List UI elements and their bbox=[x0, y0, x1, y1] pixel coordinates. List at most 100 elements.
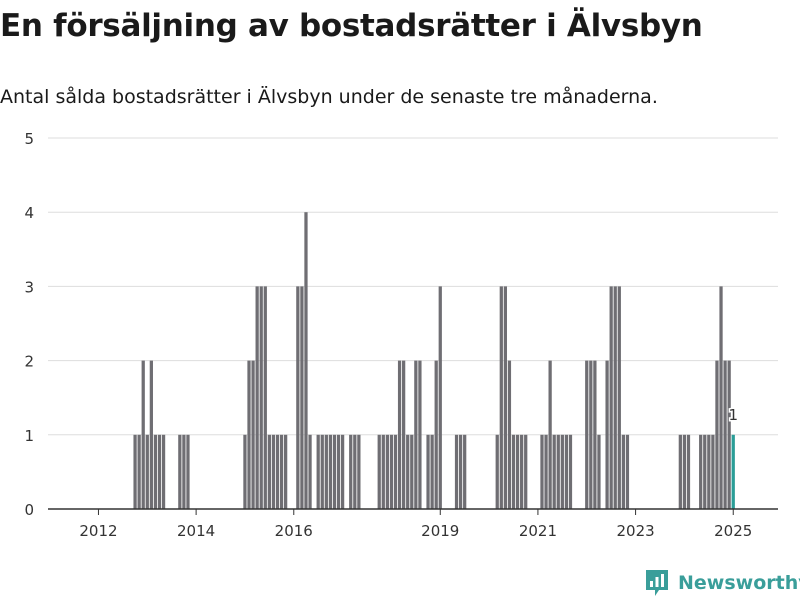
bar bbox=[414, 360, 418, 509]
bar bbox=[133, 434, 137, 509]
bar bbox=[271, 434, 276, 509]
x-tick-label: 2012 bbox=[79, 522, 117, 540]
bar bbox=[621, 434, 626, 509]
bar bbox=[458, 434, 463, 509]
bar bbox=[296, 286, 300, 509]
x-tick-label: 2023 bbox=[616, 522, 654, 540]
bar bbox=[406, 434, 410, 509]
x-tick-label: 2021 bbox=[519, 522, 557, 540]
bar bbox=[145, 434, 149, 509]
x-tick-label: 2016 bbox=[275, 522, 313, 540]
bar bbox=[153, 434, 158, 509]
bar bbox=[251, 360, 255, 509]
bar bbox=[255, 286, 259, 509]
bar bbox=[686, 434, 691, 509]
bar bbox=[284, 434, 288, 509]
bar bbox=[340, 434, 345, 509]
bar bbox=[719, 286, 723, 509]
bar bbox=[495, 434, 499, 509]
bar bbox=[149, 360, 153, 509]
bar bbox=[377, 434, 381, 509]
bar bbox=[707, 434, 711, 509]
bar bbox=[300, 286, 304, 509]
bar bbox=[279, 434, 284, 509]
bar bbox=[357, 434, 361, 509]
bar bbox=[328, 434, 333, 509]
bar bbox=[316, 434, 320, 509]
bar bbox=[141, 360, 145, 509]
bar bbox=[568, 434, 573, 509]
bar bbox=[259, 286, 263, 509]
y-tick-label: 3 bbox=[24, 278, 34, 296]
bar bbox=[161, 434, 166, 509]
bar bbox=[389, 434, 394, 509]
bar bbox=[332, 434, 337, 509]
bar bbox=[703, 434, 707, 509]
bar bbox=[499, 286, 503, 509]
bar bbox=[434, 360, 438, 509]
bar bbox=[503, 286, 507, 509]
bar bbox=[137, 434, 141, 509]
bar bbox=[564, 434, 569, 509]
bar bbox=[727, 360, 731, 509]
bar bbox=[410, 434, 414, 509]
bar bbox=[418, 360, 422, 509]
highlight-bar bbox=[731, 434, 735, 509]
bar bbox=[178, 434, 182, 509]
bar bbox=[723, 360, 727, 509]
bar bbox=[336, 434, 341, 509]
bar bbox=[560, 434, 564, 509]
bar bbox=[275, 434, 280, 509]
bar bbox=[605, 360, 609, 509]
bar bbox=[247, 360, 251, 509]
bar bbox=[438, 286, 442, 509]
bar bbox=[593, 360, 597, 509]
bar bbox=[349, 434, 353, 509]
bar bbox=[524, 434, 528, 509]
bar bbox=[385, 434, 389, 509]
bar bbox=[556, 434, 560, 509]
bar bbox=[243, 434, 247, 509]
bar bbox=[263, 286, 267, 509]
y-tick-label: 5 bbox=[24, 130, 34, 148]
bar bbox=[585, 360, 589, 509]
y-tick-label: 4 bbox=[24, 204, 34, 222]
bar bbox=[515, 434, 520, 509]
bar bbox=[353, 434, 357, 509]
x-tick-label: 2014 bbox=[177, 522, 215, 540]
bar bbox=[609, 286, 613, 509]
newsworthy-logo: Newsworthy bbox=[644, 568, 800, 598]
bar bbox=[678, 434, 682, 509]
bar bbox=[552, 434, 556, 509]
bar bbox=[402, 360, 406, 509]
bar bbox=[324, 434, 328, 509]
bar bbox=[540, 434, 544, 509]
bar bbox=[304, 212, 308, 509]
bar bbox=[617, 286, 621, 509]
bar bbox=[548, 360, 552, 509]
bar bbox=[430, 434, 434, 509]
x-tick-label: 2019 bbox=[421, 522, 459, 540]
y-tick-label: 2 bbox=[24, 353, 34, 371]
bar bbox=[426, 434, 430, 509]
bar bbox=[267, 434, 271, 509]
x-tick-label: 2025 bbox=[714, 522, 752, 540]
bar bbox=[520, 434, 524, 509]
page-title: En försäljning av bostadsrätter i Älvsby… bbox=[0, 8, 703, 44]
y-tick-label: 0 bbox=[24, 501, 34, 519]
bar bbox=[454, 434, 459, 509]
y-tick-label: 1 bbox=[24, 427, 34, 445]
bar bbox=[507, 360, 512, 509]
bar bbox=[397, 360, 402, 509]
brand-name: Newsworthy bbox=[678, 572, 800, 594]
highlight-value-label: 1 bbox=[728, 406, 738, 424]
bar bbox=[625, 434, 630, 509]
bar bbox=[711, 434, 715, 509]
newsworthy-logo-icon bbox=[646, 570, 668, 596]
bar bbox=[699, 434, 703, 509]
bar bbox=[715, 360, 719, 509]
bar bbox=[589, 360, 593, 509]
bar bbox=[597, 434, 601, 509]
bar bbox=[613, 286, 617, 509]
